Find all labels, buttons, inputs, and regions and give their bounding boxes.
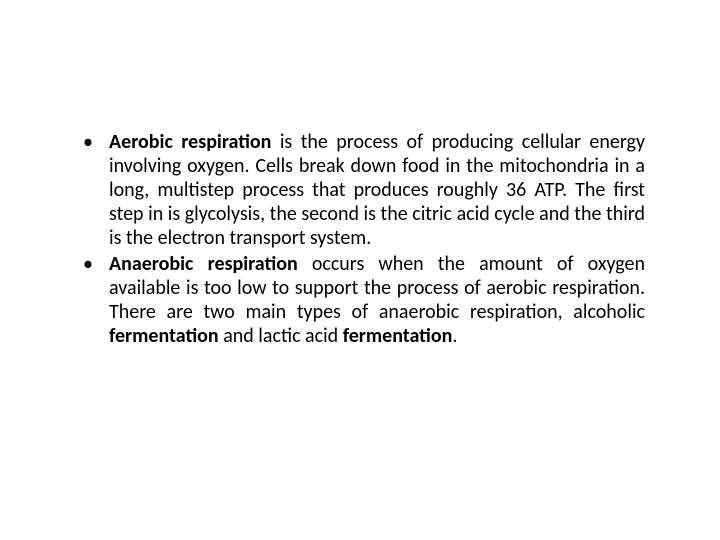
text-run: Aerobic respiration xyxy=(109,130,271,154)
text-run: and lactic acid xyxy=(219,324,343,348)
bullet-item: Aerobic respiration is the process of pr… xyxy=(75,130,645,250)
text-run: fermentation xyxy=(109,324,219,348)
text-run: . xyxy=(452,324,457,348)
text-run: fermentation xyxy=(343,324,453,348)
bullet-list: Aerobic respiration is the process of pr… xyxy=(75,130,645,348)
slide: Aerobic respiration is the process of pr… xyxy=(0,0,720,540)
text-run: Anaerobic respiration xyxy=(109,252,298,276)
bullet-item: Anaerobic respiration occurs when the am… xyxy=(75,252,645,348)
